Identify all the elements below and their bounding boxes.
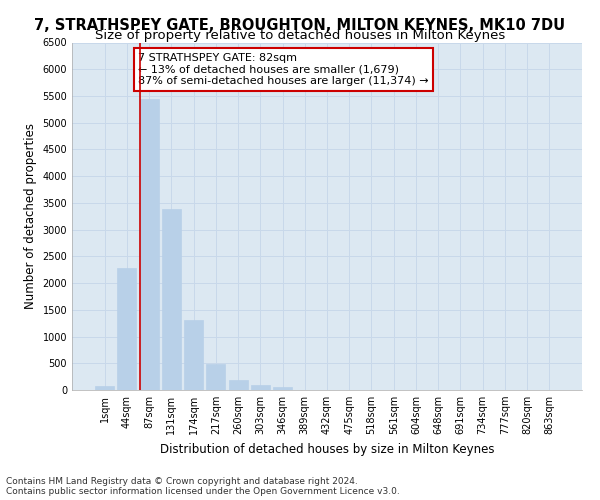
Bar [206, 364, 225, 390]
Text: Contains HM Land Registry data © Crown copyright and database right 2024.: Contains HM Land Registry data © Crown c… [6, 477, 358, 486]
Bar [95, 386, 114, 390]
Bar [140, 98, 158, 390]
Text: 7, STRATHSPEY GATE, BROUGHTON, MILTON KEYNES, MK10 7DU: 7, STRATHSPEY GATE, BROUGHTON, MILTON KE… [34, 18, 566, 32]
Text: 7 STRATHSPEY GATE: 82sqm
← 13% of detached houses are smaller (1,679)
87% of sem: 7 STRATHSPEY GATE: 82sqm ← 13% of detach… [139, 53, 429, 86]
Bar [118, 268, 136, 390]
Bar [273, 386, 292, 390]
Bar [184, 320, 203, 390]
Bar [229, 380, 248, 390]
Text: Contains public sector information licensed under the Open Government Licence v3: Contains public sector information licen… [6, 487, 400, 496]
X-axis label: Distribution of detached houses by size in Milton Keynes: Distribution of detached houses by size … [160, 442, 494, 456]
Text: Size of property relative to detached houses in Milton Keynes: Size of property relative to detached ho… [95, 29, 505, 42]
Bar [251, 385, 270, 390]
Bar [162, 210, 181, 390]
Y-axis label: Number of detached properties: Number of detached properties [24, 123, 37, 309]
